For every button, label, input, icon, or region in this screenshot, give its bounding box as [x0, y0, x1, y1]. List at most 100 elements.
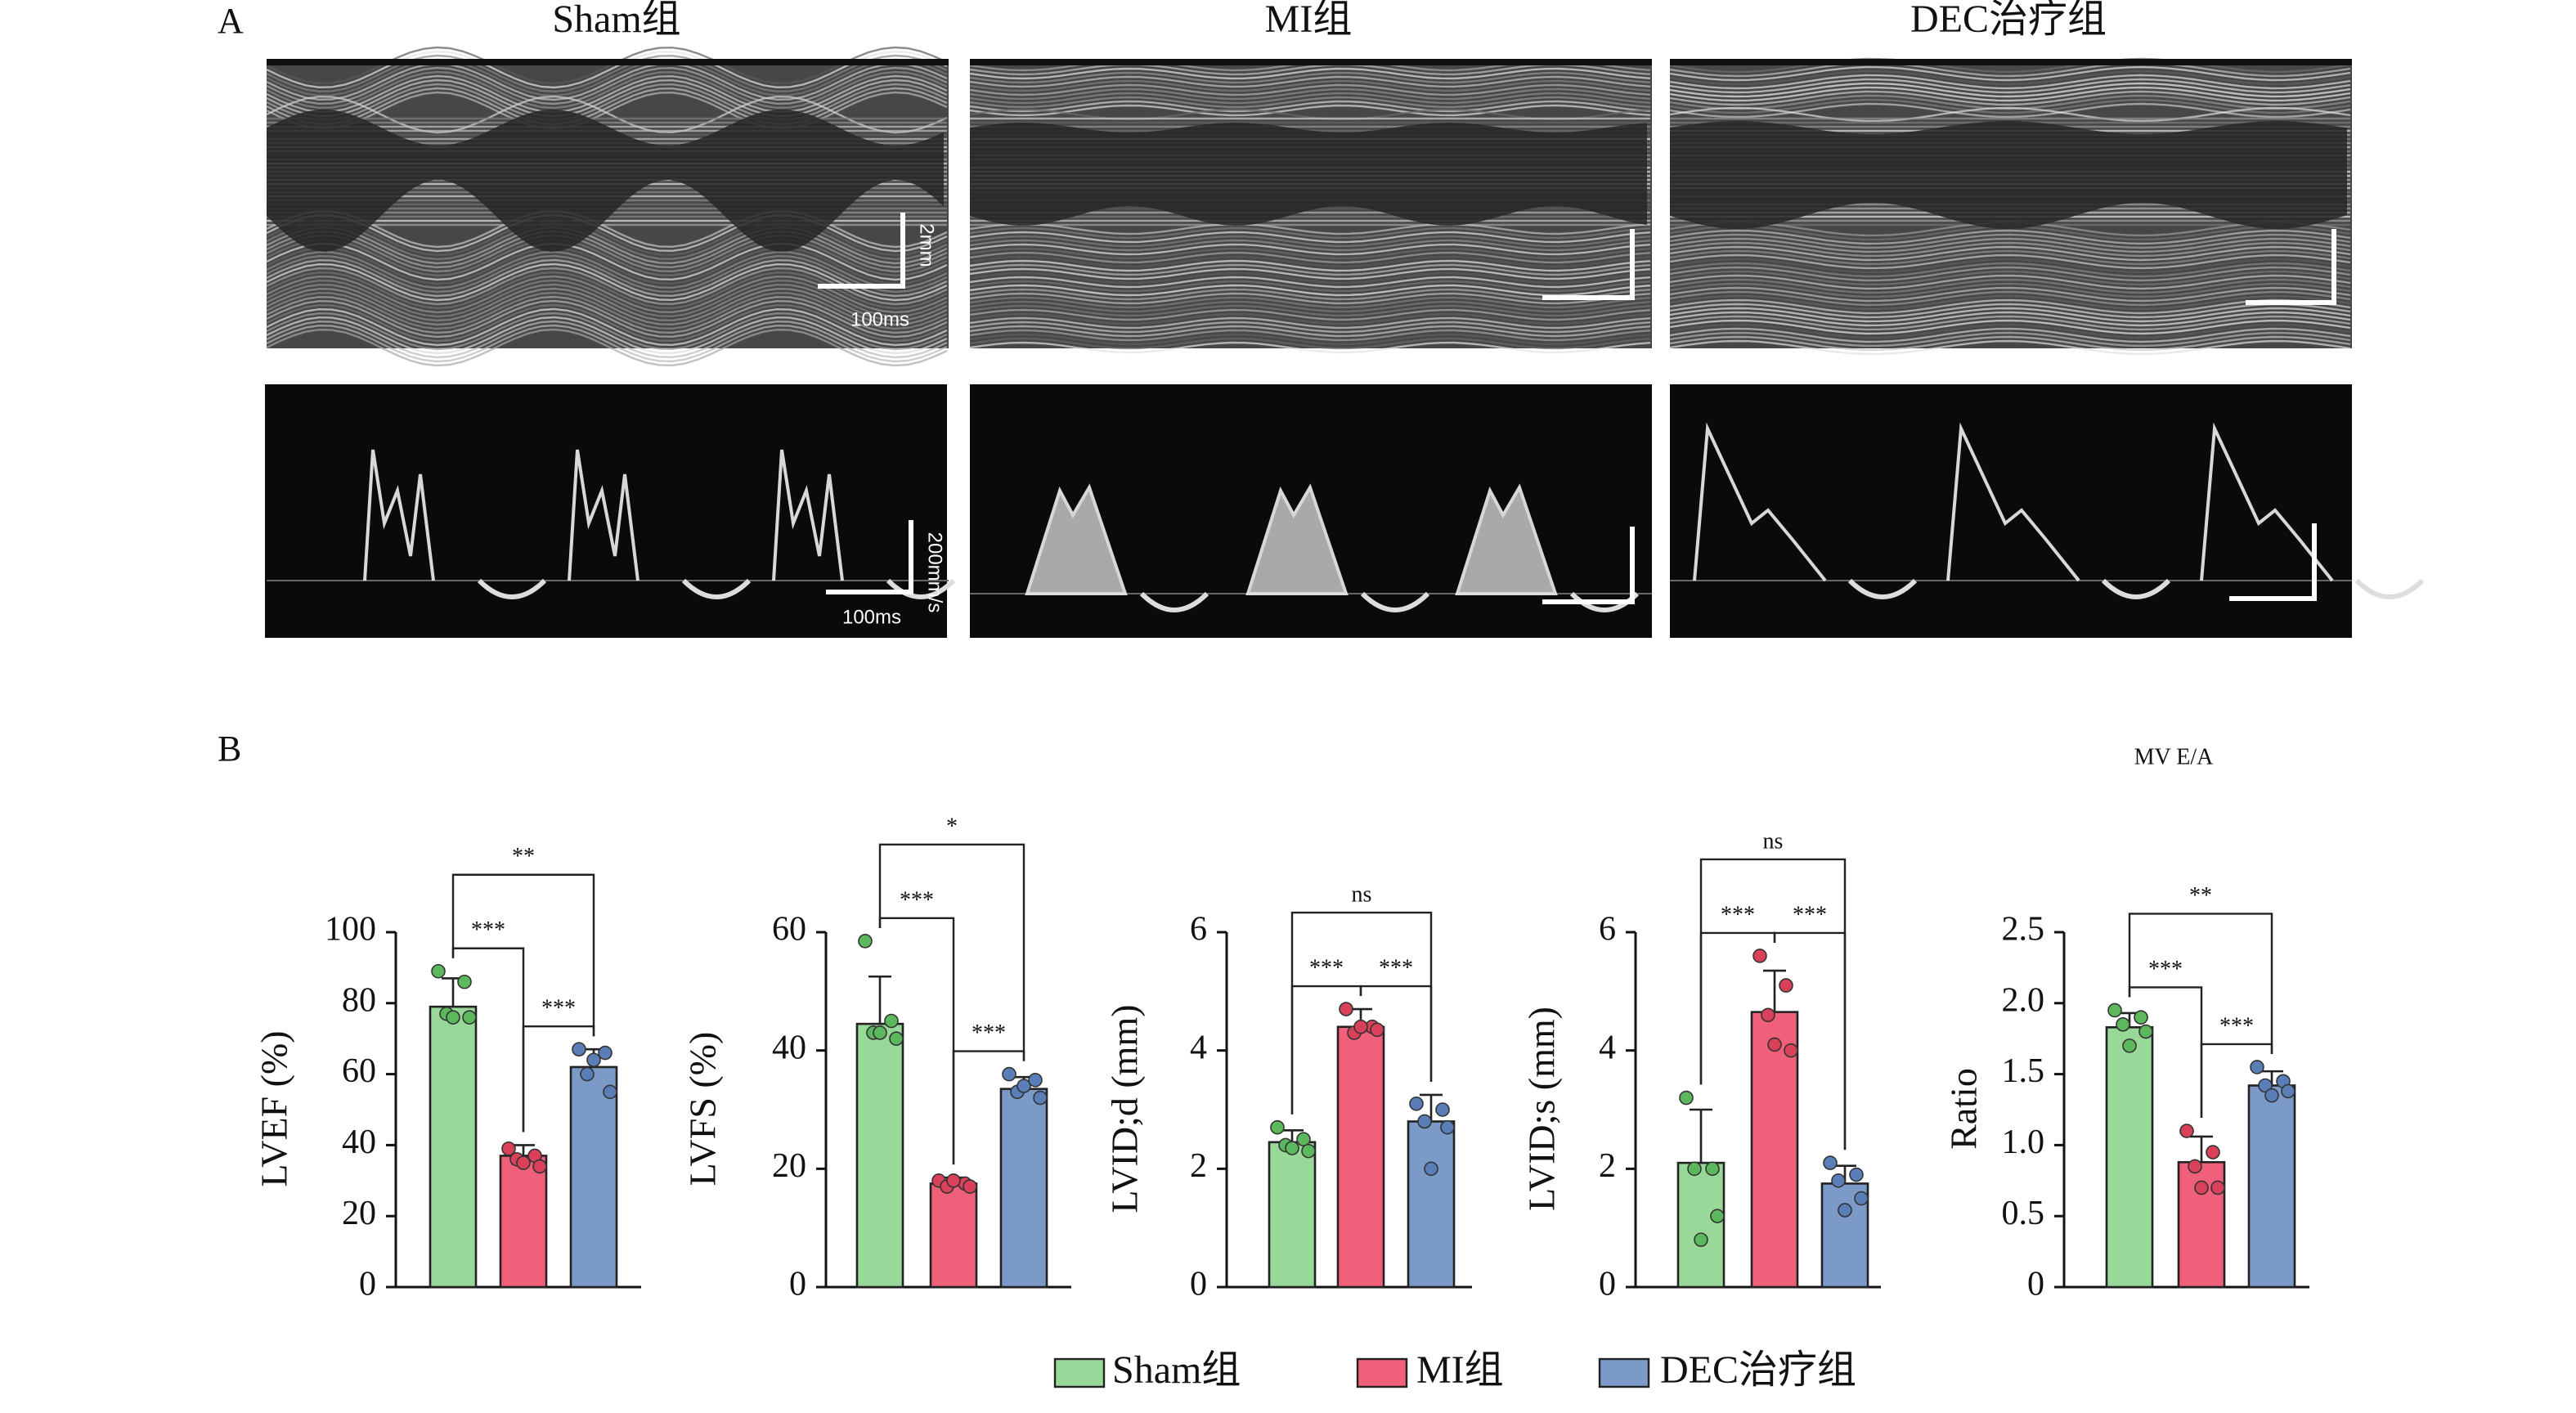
- doppler-wave: [772, 449, 844, 581]
- significance-label: ***: [1309, 955, 1344, 980]
- echo-texture: [1669, 270, 2351, 286]
- error-bar: [1763, 969, 1786, 1012]
- echo-texture: [969, 337, 1651, 350]
- echo-texture: [1669, 65, 2351, 82]
- echo-texture: [969, 276, 1651, 289]
- doppler-wave: [1693, 422, 1827, 582]
- y-tick-label: 4: [1190, 1029, 1207, 1066]
- echo-texture: [969, 251, 1651, 264]
- y-tick-label: 80: [342, 981, 376, 1019]
- data-point: [2134, 1010, 2148, 1025]
- doppler-trough: [681, 578, 752, 599]
- significance-label: ***: [1721, 902, 1755, 927]
- bar: [2105, 1026, 2154, 1289]
- bar: [1336, 1025, 1385, 1289]
- echo-texture: [266, 226, 948, 265]
- echo-texture: [969, 92, 1651, 105]
- data-point: [2188, 1159, 2202, 1174]
- data-point: [462, 1010, 477, 1025]
- error-bar: [2190, 1135, 2213, 1163]
- data-point: [1784, 1043, 1798, 1058]
- echo-texture: [1669, 241, 2351, 258]
- echo-texture: [266, 303, 948, 343]
- significance-label: ***: [1793, 902, 1827, 927]
- echo-texture: [969, 284, 1651, 297]
- column-title: MI组: [1265, 0, 1353, 41]
- echo-texture: [969, 333, 1651, 346]
- echo-texture: [266, 250, 948, 289]
- chamber: [970, 123, 1647, 226]
- scale-label: 2mm: [916, 223, 938, 267]
- echo-texture: [969, 67, 1651, 80]
- y-tick-label: 0: [359, 1266, 376, 1303]
- echo-texture: [1669, 282, 2351, 298]
- y-tick-label: 0.5: [2002, 1195, 2045, 1232]
- echo-texture: [1669, 90, 2351, 106]
- echo-texture: [266, 291, 948, 330]
- legend-swatch: [1053, 1357, 1106, 1388]
- doppler-trough: [2101, 578, 2171, 599]
- echo-texture: [1669, 233, 2351, 249]
- data-point: [1339, 1002, 1353, 1016]
- data-point: [1424, 1161, 1438, 1177]
- y-axis-label: LVID;s (mm): [1521, 1007, 1563, 1211]
- data-point: [1687, 1161, 1702, 1177]
- panel-label: A: [218, 1, 244, 41]
- echo-texture: [266, 95, 948, 134]
- echo-texture: [266, 312, 948, 351]
- echo-texture: [266, 66, 948, 105]
- significance-bracket: [1290, 911, 1433, 1115]
- data-point: [603, 1084, 617, 1100]
- y-tick-label: 2: [1599, 1147, 1616, 1185]
- column-title: DEC治疗组: [1910, 0, 2107, 41]
- data-point: [873, 1025, 887, 1040]
- bar: [1268, 1141, 1317, 1289]
- echo-texture: [1669, 245, 2351, 262]
- echo-texture: [969, 71, 1651, 84]
- y-tick-label: 0: [1190, 1266, 1207, 1303]
- echo-texture: [1669, 319, 2351, 335]
- significance-bracket: [1699, 858, 1847, 1151]
- echo-texture: [1669, 229, 2351, 245]
- echo-texture: [266, 320, 948, 359]
- data-point: [1694, 1232, 1708, 1247]
- data-point: [516, 1155, 531, 1170]
- echo-texture: [969, 325, 1651, 338]
- echo-texture: [969, 239, 1651, 252]
- echo-texture: [266, 54, 948, 93]
- y-tick-label: 1.0: [2002, 1124, 2045, 1161]
- data-point: [1417, 1114, 1432, 1129]
- y-axis-label: LVID;d (mm): [1104, 1004, 1146, 1213]
- significance-label: ***: [1379, 955, 1413, 980]
- top-edge: [970, 59, 1652, 65]
- echo-texture: [266, 218, 948, 257]
- y-axis-label: Ratio: [1943, 1068, 1985, 1150]
- bar: [1750, 1011, 1799, 1289]
- y-tick-label: 60: [342, 1052, 376, 1090]
- echo-texture: [266, 58, 948, 97]
- data-point: [580, 1066, 595, 1082]
- data-point: [598, 1045, 613, 1061]
- data-point: [2281, 1083, 2296, 1099]
- data-point: [572, 1042, 586, 1057]
- echo-texture: [969, 75, 1651, 88]
- data-point: [2179, 1124, 2194, 1138]
- echo-texture: [266, 83, 948, 122]
- echo-texture: [969, 316, 1651, 330]
- y-tick-label: 6: [1599, 911, 1616, 949]
- data-point: [2122, 1038, 2137, 1053]
- data-point: [1370, 1022, 1384, 1038]
- significance-label: **: [2189, 883, 2212, 908]
- echo-texture: [266, 295, 948, 334]
- error-bar: [512, 1144, 535, 1156]
- echo-texture: [1669, 315, 2351, 331]
- doppler-wave: [363, 449, 435, 581]
- significance-label: ***: [900, 887, 934, 913]
- echo-texture: [266, 213, 948, 253]
- scale-label: 200mm/s: [924, 532, 946, 613]
- doppler-wave: [1455, 483, 1558, 595]
- y-axis-label: LVEF (%): [254, 1030, 295, 1186]
- echo-texture: [1669, 249, 2351, 266]
- doppler-trough: [2354, 578, 2425, 599]
